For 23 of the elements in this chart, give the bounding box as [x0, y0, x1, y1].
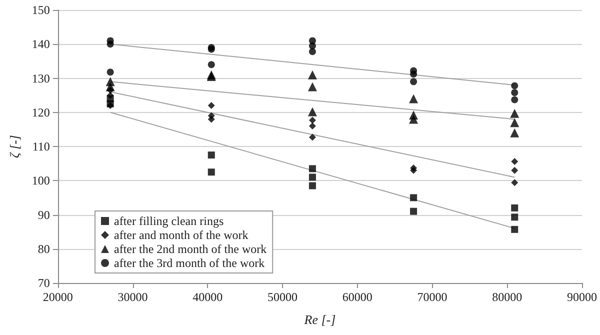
legend-label: after and month of the work: [114, 228, 248, 242]
x-axis-title: Re [-]: [303, 312, 336, 327]
y-tick-label: 90: [38, 208, 50, 222]
y-tick-label: 100: [32, 174, 50, 188]
x-tick-label: 30000: [118, 290, 148, 304]
y-tick-label: 130: [32, 71, 50, 86]
y-axis-title: ζ [-]: [7, 135, 22, 158]
legend-label: after the 3rd month of the work: [114, 256, 265, 270]
legend-label: after the 2nd month of the work: [114, 242, 267, 256]
y-tick-label: 80: [38, 242, 50, 256]
y-tick-label: 70: [38, 276, 50, 290]
y-tick-label: 150: [32, 3, 50, 17]
y-tick-label: 110: [32, 140, 50, 154]
x-tick-label: 90000: [567, 290, 597, 304]
y-tick-label: 140: [32, 37, 50, 52]
y-tick-label: 120: [32, 105, 50, 120]
x-tick-label: 50000: [268, 290, 298, 304]
x-tick-label: 40000: [192, 290, 223, 304]
x-tick-label: 60000: [342, 290, 372, 304]
x-tick-label: 70000: [417, 290, 448, 304]
x-tick-label: 80000: [492, 290, 522, 304]
legend-label: after filling clean rings: [114, 214, 224, 228]
x-tick-label: 20000: [42, 290, 73, 304]
